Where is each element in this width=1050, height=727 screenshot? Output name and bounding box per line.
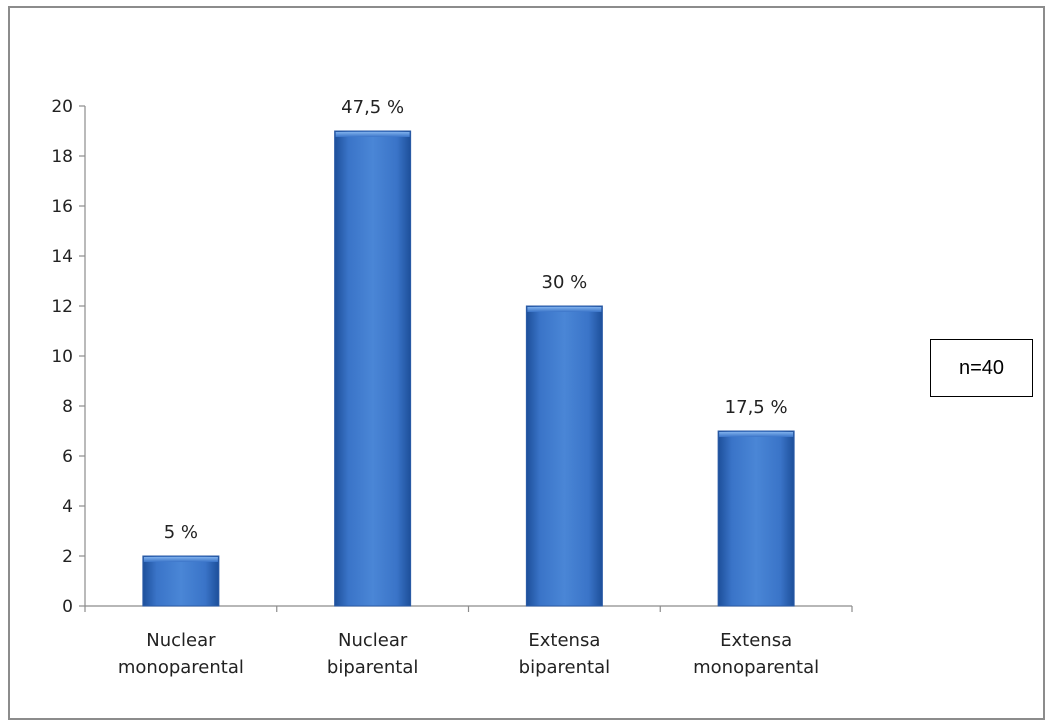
bar-highlight — [335, 132, 410, 137]
data-label: 30 % — [542, 272, 588, 293]
bar-highlight — [527, 307, 602, 312]
bars-group — [142, 130, 795, 607]
bar — [142, 555, 220, 607]
bar — [334, 130, 412, 607]
data-label: 5 % — [164, 522, 198, 543]
y-tick-label: 0 — [62, 597, 73, 617]
x-category-label: Extensa — [720, 630, 792, 651]
x-category-label: Extensa — [528, 630, 600, 651]
y-tick-label: 20 — [51, 97, 73, 117]
data-label: 47,5 % — [341, 97, 404, 118]
bar — [525, 305, 603, 607]
y-tick-label: 8 — [62, 397, 73, 417]
bar-highlight — [143, 557, 218, 562]
y-tick-label: 14 — [51, 247, 73, 267]
x-category-label: biparental — [519, 657, 610, 678]
sample-size-text: n=40 — [958, 356, 1005, 379]
bar-highlight — [719, 432, 794, 437]
y-tick-label: 18 — [51, 147, 73, 167]
x-category-label: Nuclear — [338, 630, 408, 651]
y-tick-label: 6 — [62, 447, 73, 467]
x-category-label: biparental — [327, 657, 418, 678]
x-category-label: Nuclear — [146, 630, 216, 651]
x-category-label: monoparental — [118, 657, 244, 678]
y-tick-label: 2 — [62, 547, 73, 567]
bar — [717, 430, 795, 607]
y-tick-label: 16 — [51, 197, 73, 217]
labels-group: 5 % Nuclear monoparental 47,5 % Nuclear bipar… — [118, 97, 819, 678]
y-tick-label: 12 — [51, 297, 73, 317]
data-label: 17,5 % — [725, 397, 788, 418]
x-category-label: monoparental — [693, 657, 819, 678]
y-tick-label: 4 — [62, 497, 73, 517]
sample-size-note: n=40 — [930, 339, 1033, 397]
y-tick-label: 10 — [51, 347, 73, 367]
